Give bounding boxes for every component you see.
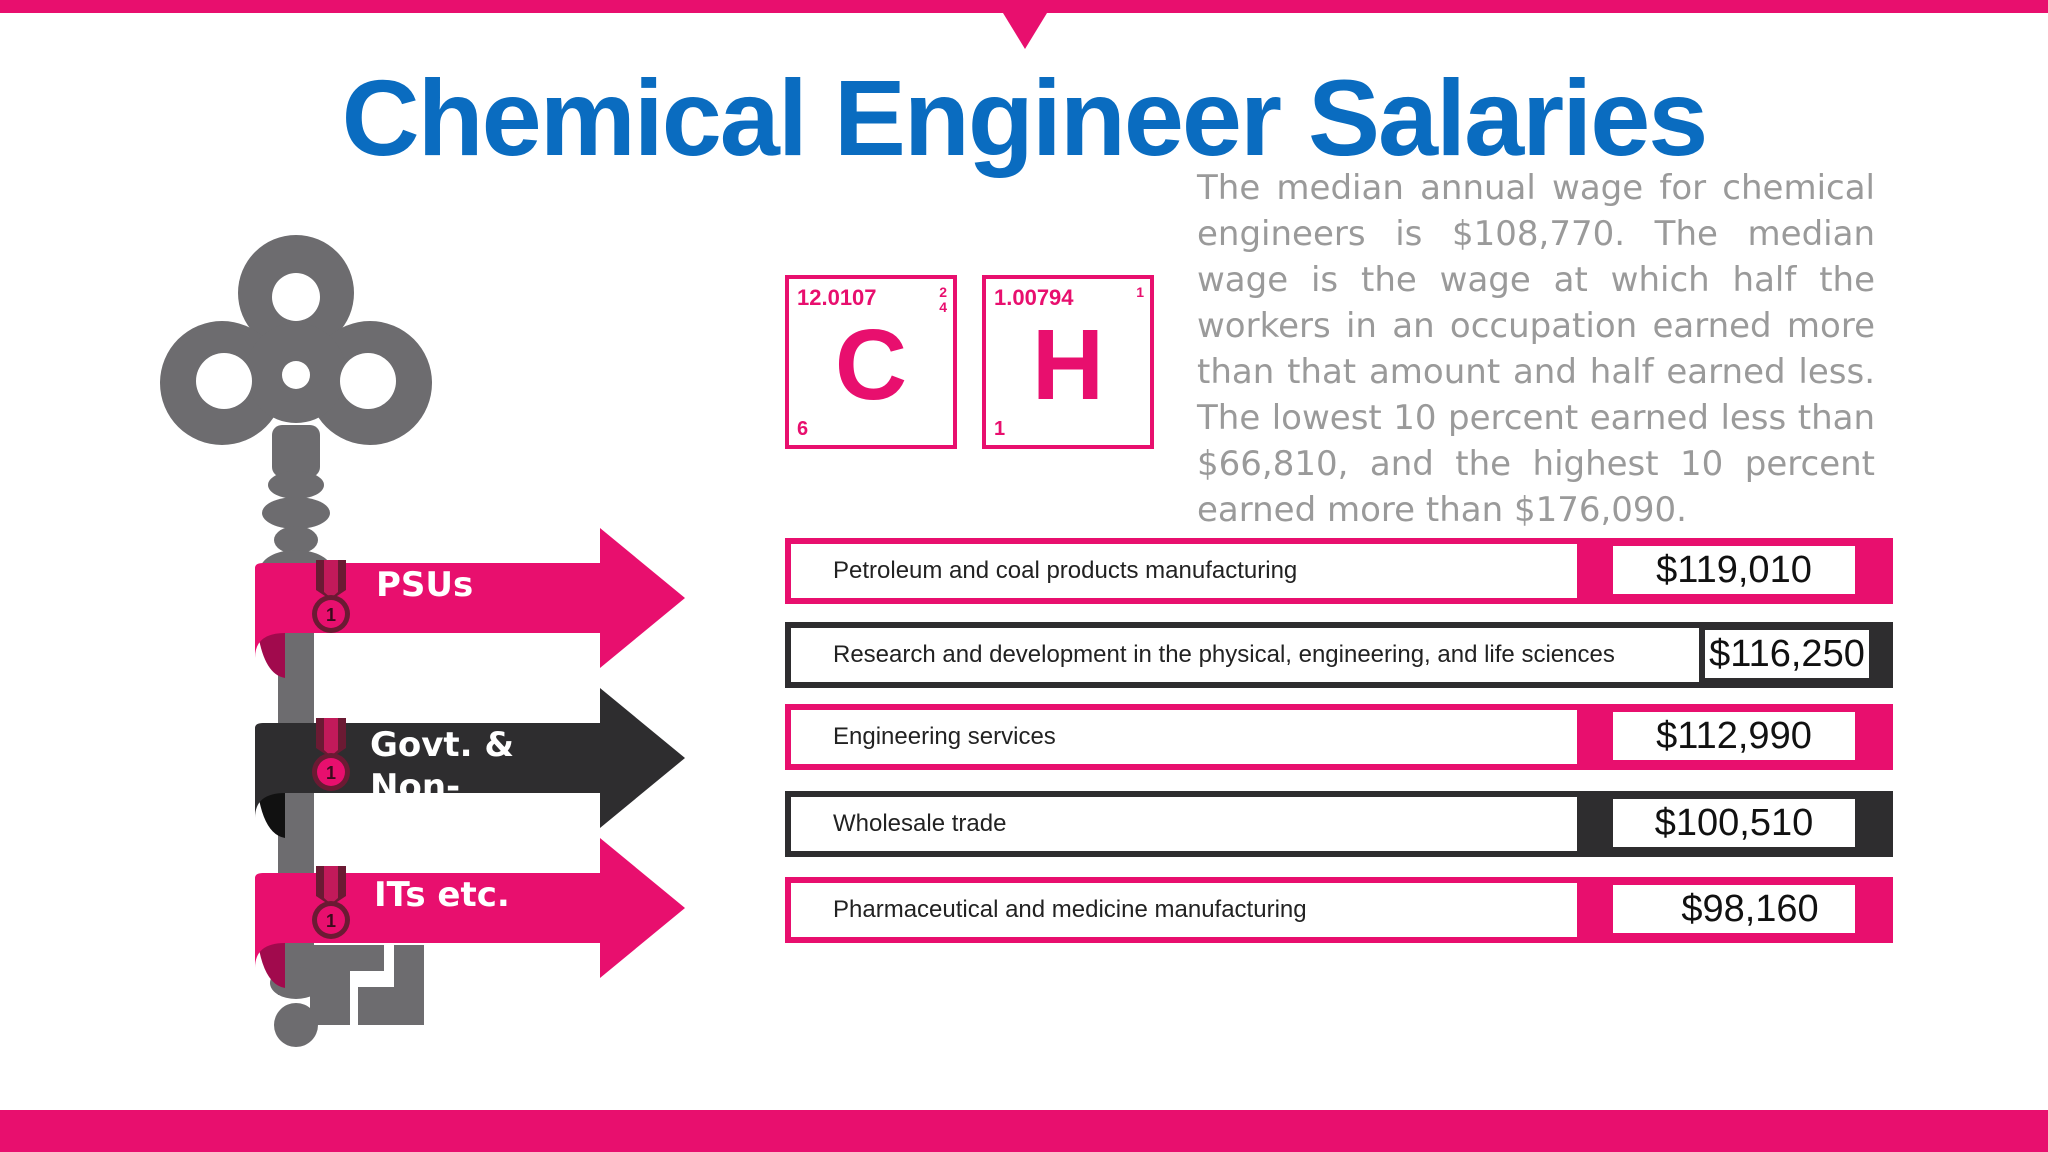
salary-description: The median annual wage for chemical engi… [1197,168,1875,530]
element-number: 1 [994,418,1006,440]
page-title: Chemical Engineer Salaries [341,57,1709,178]
medal-digit: 1 [326,911,336,931]
medal-icon: 1 [312,718,350,791]
arrow-ribbon-2 [255,688,685,838]
arrow-label-psus: PSUs [376,565,474,605]
salary-value: $112,990 [1613,712,1855,760]
salary-row: Pharmaceutical and medicine manufacturin… [785,877,1893,943]
industry-label: Petroleum and coal products manufacturin… [791,544,1577,598]
medal-digit: 1 [326,763,336,783]
salary-row: Engineering services $112,990 [785,704,1893,770]
element-symbol: H [1031,309,1105,421]
arrow-label-govt: Govt. & Non- Govt. [370,725,515,804]
salary-row: Wholesale trade $100,510 [785,791,1893,857]
element-mass: 12.0107 [797,285,877,310]
element-tile-hydrogen: 1.00794 1 H 1 [982,275,1154,449]
salary-value: $100,510 [1613,799,1855,847]
arrow-label-its: ITs etc. [374,875,510,915]
medal-digit: 1 [326,605,336,625]
bottom-accent-bar [0,1110,2048,1152]
element-number: 6 [797,418,809,440]
arrow-ribbon-3 [255,838,685,988]
top-notch-pointer [1003,13,1047,49]
element-shells: 1 [1136,284,1144,300]
salary-value: $116,250 [1705,630,1869,678]
salary-row: Petroleum and coal products manufacturin… [785,538,1893,604]
industry-label: Engineering services [791,710,1577,764]
medal-icon: 1 [312,866,350,939]
industry-label: Pharmaceutical and medicine manufacturin… [791,883,1577,937]
salary-value: $119,010 [1613,546,1855,594]
salary-row: Research and development in the physical… [785,622,1893,688]
industry-label: Research and development in the physical… [791,628,1699,682]
salary-value: $98,160 [1613,885,1855,933]
element-symbol: C [834,309,908,421]
element-mass: 1.00794 [994,285,1074,310]
top-accent-bar [0,0,2048,13]
medal-icon: 1 [312,560,350,633]
industry-label: Wholesale trade [791,797,1577,851]
arrow-ribbon-1 [255,528,685,678]
